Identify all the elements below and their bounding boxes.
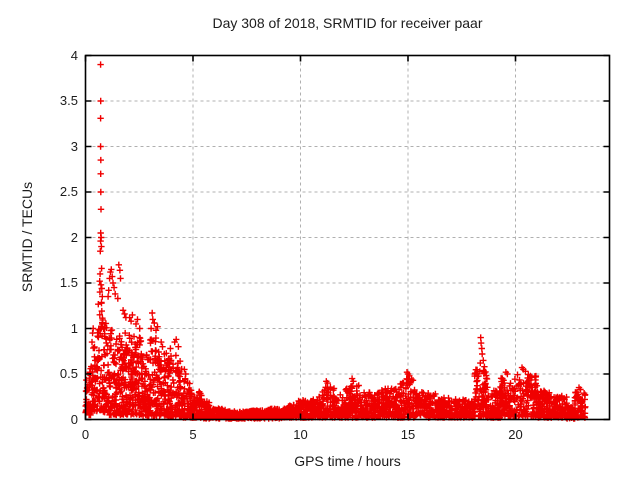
x-tick-label: 15 (400, 427, 416, 442)
plot-border (84, 54, 611, 421)
y-tick-label: 3 (70, 138, 78, 154)
y-tick-label: 2 (70, 229, 78, 245)
x-axis-label: GPS time / hours (294, 453, 401, 469)
y-tick-label: 1 (70, 320, 78, 336)
y-tick-label: 3.5 (59, 93, 78, 108)
chart-title: Day 308 of 2018, SRMTID for receiver paa… (212, 15, 483, 31)
y-tick-label: 4 (70, 47, 78, 63)
y-tick-label: 2.5 (59, 184, 78, 199)
x-tick-label: 10 (293, 427, 308, 442)
x-tick-label: 5 (189, 427, 197, 442)
y-tick-label: 0.5 (59, 366, 78, 381)
x-tick-label: 0 (81, 427, 90, 442)
x-tick-label: 20 (508, 427, 523, 442)
y-tick-label: 0 (70, 411, 78, 427)
y-tick-label: 1.5 (59, 275, 78, 290)
data-points (82, 61, 589, 422)
grid-lines (86, 56, 609, 419)
